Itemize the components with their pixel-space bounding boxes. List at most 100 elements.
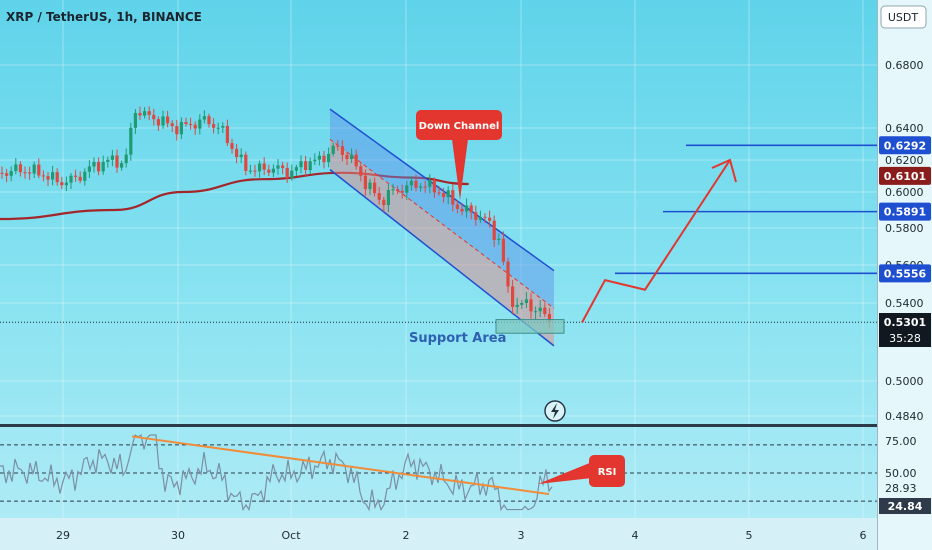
candle-body [55, 172, 59, 183]
rsi-tick-label: 75.00 [885, 435, 917, 448]
candle-body [170, 123, 174, 127]
candle-body [14, 164, 18, 172]
time-axis-ticks: 29 30 Oct 2 3 4 5 6 [56, 529, 867, 542]
candle-body [9, 171, 13, 176]
price-tick-label: 0.6800 [885, 59, 924, 72]
candle-body [28, 172, 32, 174]
candle-body [543, 307, 547, 314]
candle-body [230, 143, 234, 149]
candle-body [460, 208, 464, 212]
candle-body [419, 186, 423, 188]
pane-separator[interactable] [0, 424, 877, 427]
candle-body [216, 127, 220, 129]
down-channel-callout: Down Channel [416, 110, 502, 200]
candle-body [354, 154, 358, 167]
candle-body [276, 165, 280, 169]
candle-body [327, 153, 331, 163]
candle-body [46, 176, 50, 180]
candle-body [253, 170, 257, 172]
candle-body [506, 261, 510, 287]
currency-label: USDT [888, 11, 919, 24]
candle-body [32, 164, 36, 174]
candle-body [23, 172, 27, 174]
candle-body [345, 154, 349, 159]
candle-body [304, 161, 308, 171]
candle-body [5, 173, 9, 176]
candle-body [285, 167, 289, 179]
candle-body [184, 122, 188, 124]
candle-body [166, 116, 170, 124]
candle-body [262, 163, 266, 170]
time-tick-label: 5 [746, 529, 753, 542]
candle-body [147, 111, 151, 115]
rsi-value-badge [879, 498, 931, 514]
candle-body [179, 122, 183, 135]
moving-average-line [0, 171, 469, 221]
rsi-callout: RSI [538, 455, 625, 487]
candle-body [414, 180, 418, 188]
price-tick-label: 0.5400 [885, 297, 924, 310]
candle-body [193, 124, 197, 129]
candle-body [207, 116, 211, 125]
candle-body [156, 119, 160, 126]
support-area-label: Support Area [409, 331, 506, 346]
candle-body [409, 180, 413, 186]
candle-body [373, 182, 377, 194]
candle-body [212, 124, 216, 128]
candle-body [488, 217, 492, 221]
price-tick-label: 0.5000 [885, 375, 924, 388]
rsi-label: RSI [598, 467, 617, 478]
candle-body [221, 125, 225, 128]
candle-body [258, 163, 262, 172]
candle-body [501, 238, 505, 262]
candle-body [340, 146, 344, 155]
rsi-tick-label: 28.93 [885, 482, 917, 495]
candle-body [377, 193, 381, 200]
candlestick-series [0, 106, 551, 329]
candle-body [41, 175, 45, 177]
lightning-bolt-icon[interactable] [544, 400, 566, 422]
candle-body [478, 216, 482, 220]
candle-body [483, 216, 487, 218]
candle-body [534, 311, 538, 313]
price-tick-label: 0.6400 [885, 122, 924, 135]
candle-body [60, 182, 64, 186]
currency-selector[interactable]: USDT [880, 5, 927, 29]
candle-body [87, 166, 91, 172]
candle-body [350, 154, 354, 159]
candle-body [294, 167, 298, 171]
candle-body [143, 111, 147, 116]
candle-body [396, 189, 400, 192]
candle-body [152, 114, 156, 120]
candle-body [492, 220, 496, 241]
candle-body [363, 175, 367, 190]
forecast-arrow-head [711, 158, 737, 183]
candle-body [0, 172, 4, 174]
candle-body [267, 169, 271, 173]
candle-body [235, 148, 239, 158]
price-badge [879, 202, 931, 221]
candle-body [78, 176, 82, 181]
price-badge [879, 166, 931, 185]
forecast-arrow [581, 159, 731, 323]
rsi-level-lines [0, 444, 877, 502]
time-tick-label: 3 [518, 529, 525, 542]
candle-body [446, 190, 450, 198]
candle-body [391, 189, 395, 191]
candle-body [465, 205, 469, 212]
time-axis[interactable] [0, 518, 932, 550]
candle-body [515, 304, 519, 307]
candle-body [520, 302, 524, 305]
candle-body [244, 154, 248, 171]
candle-body [106, 159, 110, 162]
rsi-trendline [131, 435, 550, 496]
support-area-box [495, 319, 565, 334]
price-badge-label: 0.5556 [884, 267, 927, 280]
time-tick-label: 30 [171, 529, 185, 542]
price-axis-border [877, 0, 878, 550]
candle-body [451, 190, 455, 205]
candle-body [92, 162, 96, 167]
price-tick-label: 0.6000 [885, 186, 924, 199]
